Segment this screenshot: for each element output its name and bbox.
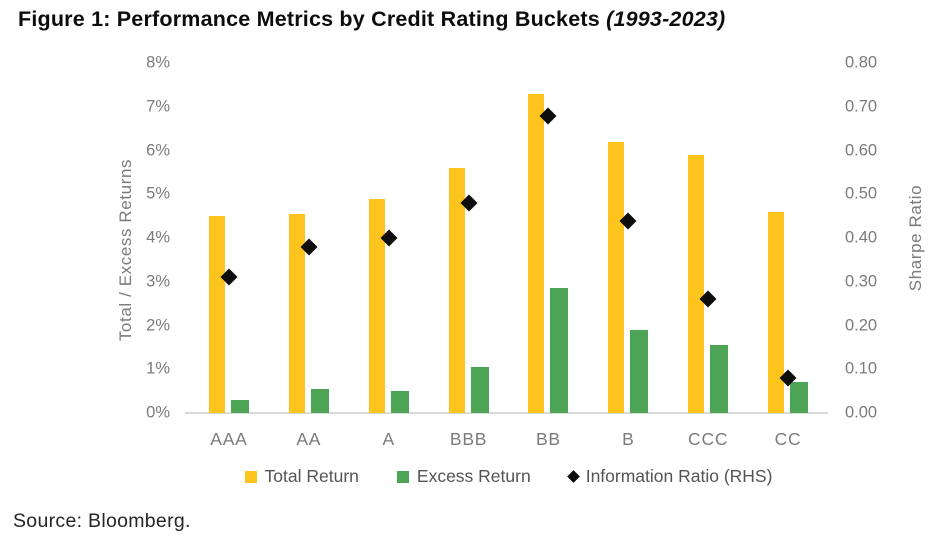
right-axis-tick: 0.80 — [845, 53, 878, 72]
x-axis-labels: AAA AA A BBB BB B CCC CC — [189, 429, 828, 451]
right-axis-tick: 0.10 — [845, 359, 878, 378]
x-axis-label-a: A — [382, 429, 395, 449]
figure-title-period: (1993-2023) — [599, 7, 726, 31]
right-axis-tick: 0.40 — [845, 228, 878, 247]
right-axis-tick: 0.00 — [845, 403, 878, 422]
excess-return-bar-b — [630, 329, 649, 413]
excess-return-bar-aa — [310, 388, 329, 413]
right-axis-tick: 0.60 — [845, 141, 878, 159]
total-return-bar-ccc — [688, 154, 705, 413]
x-axis-label-aa: AA — [296, 429, 322, 449]
excess-return-bar-ccc — [710, 345, 729, 413]
left-axis-tick: 0% — [146, 403, 170, 422]
left-axis-tick: 4% — [146, 228, 170, 247]
legend-item-total-return: Total Return — [244, 466, 359, 487]
total-return-bar-cc — [768, 211, 785, 413]
x-axis-label-ccc: CCC — [688, 429, 729, 449]
excess-return-bar-a — [390, 391, 409, 413]
figure-title: Figure 1: Performance Metrics by Credit … — [18, 7, 725, 32]
x-axis-label-bbb: BBB — [449, 429, 488, 449]
left-axis-tick: 8% — [146, 53, 170, 72]
legend-label-excess-return: Excess Return — [416, 466, 531, 486]
right-axis-title: Sharpe Ratio — [906, 184, 925, 292]
left-axis-tick: 1% — [146, 359, 170, 378]
x-axis-label-aaa: AAA — [210, 429, 248, 449]
excess-return-bar-bb — [550, 288, 569, 413]
excess-return-bar-bbb — [470, 367, 489, 413]
total-return-bar-bb — [528, 93, 545, 413]
excess-return-bar-aaa — [230, 399, 249, 413]
left-axis-tick: 3% — [146, 272, 170, 291]
source-note: Source: Bloomberg. — [13, 510, 191, 532]
x-axis-label-b: B — [622, 429, 635, 449]
right-axis-tick: 0.70 — [845, 97, 878, 116]
left-axis-tick: 5% — [146, 184, 170, 203]
left-axis-tick: 2% — [146, 316, 170, 334]
right-axis-tick: 0.30 — [845, 272, 878, 291]
total-return-bar-b — [608, 141, 625, 413]
left-axis-ticks: 8% 7% 6% 5% 4% 3% 2% 1% 0% — [120, 54, 170, 422]
x-axis-label-bb: BB — [535, 429, 561, 449]
chart-legend: Total Return Excess Return Information R… — [189, 466, 828, 487]
excess-return-bar-cc — [790, 382, 809, 413]
legend-item-excess-return: Excess Return — [396, 466, 531, 487]
right-axis-ticks: 0.80 0.70 0.60 0.50 0.40 0.30 0.20 0.10 0.00 — [845, 54, 905, 422]
figure-title-main: Figure 1: Performance Metrics by Credit … — [18, 7, 600, 31]
legend-label-total-return: Total Return — [264, 466, 359, 486]
legend-label-information-ratio: Information Ratio (RHS) — [585, 466, 773, 486]
total-return-bar-aaa — [208, 216, 225, 413]
right-axis-tick: 0.20 — [845, 316, 878, 334]
total-return-bar-a — [368, 198, 385, 413]
total-return-bar-bbb — [448, 168, 465, 413]
left-axis-tick: 7% — [146, 97, 170, 116]
right-axis-tick: 0.50 — [845, 184, 878, 203]
left-axis-tick: 6% — [146, 141, 170, 159]
x-axis-label-cc: CC — [774, 429, 802, 449]
legend-item-information-ratio: Information Ratio (RHS) — [566, 466, 773, 487]
information-ratio-diamond-icon — [566, 470, 580, 483]
excess-return-swatch-icon — [396, 470, 409, 483]
x-axis-line — [185, 412, 828, 414]
plot-area — [185, 63, 828, 414]
total-return-bar-aa — [288, 213, 305, 413]
total-return-swatch-icon — [244, 470, 257, 483]
